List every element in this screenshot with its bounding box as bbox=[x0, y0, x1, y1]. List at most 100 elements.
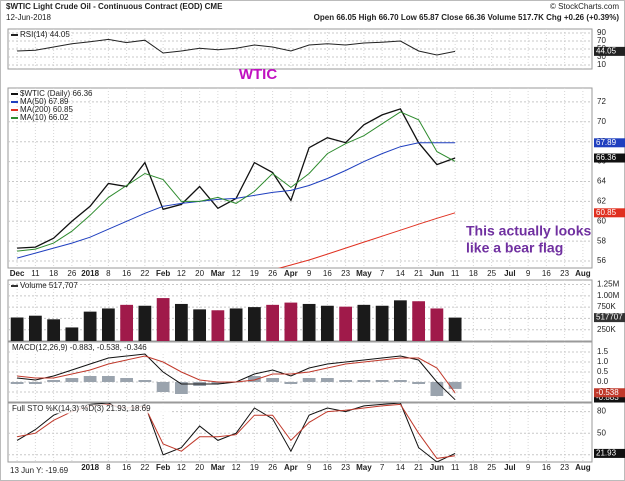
x-tick-label: Jun bbox=[430, 463, 444, 472]
y-tick-label: 70 bbox=[597, 36, 606, 45]
legend-text: Full STO %K(14,3) %D(3) 21.93, 18.69 bbox=[12, 404, 151, 413]
x-tick-label: 9 bbox=[526, 463, 531, 472]
series-line bbox=[17, 355, 456, 394]
x-tick-label: 12 bbox=[177, 463, 186, 472]
x-tick-label: 12 bbox=[232, 463, 241, 472]
x-tick-label: 23 bbox=[560, 463, 569, 472]
histogram-bar bbox=[83, 376, 97, 382]
volume-bar bbox=[156, 298, 170, 341]
y-tick-label: 60 bbox=[597, 216, 606, 225]
legend-text: $WTIC (Daily) 66.36 bbox=[20, 89, 93, 98]
x-tick-label: 9 bbox=[526, 269, 531, 278]
histogram-bar bbox=[448, 382, 462, 389]
x-tick-label: 16 bbox=[323, 269, 332, 278]
y-tick-label: 250K bbox=[597, 325, 616, 334]
x-tick-label: 22 bbox=[140, 463, 149, 472]
value-label-box bbox=[594, 46, 625, 56]
histogram-bar bbox=[28, 382, 42, 384]
volume-bar bbox=[448, 317, 462, 341]
legend-text: MACD(12,26,9) -0.883, -0.538, -0.346 bbox=[12, 343, 147, 352]
x-tick-label: 9 bbox=[307, 269, 312, 278]
volume-bar bbox=[10, 317, 24, 341]
x-tick-label: 2018 bbox=[81, 269, 99, 278]
header-title: $WTIC Light Crude Oil - Continuous Contr… bbox=[6, 2, 223, 11]
value-label-box bbox=[594, 138, 625, 148]
value-label: 60.85 bbox=[596, 208, 617, 217]
plot-area bbox=[10, 353, 462, 401]
x-tick-label: Jul bbox=[504, 269, 516, 278]
x-tick-label: 20 bbox=[195, 463, 204, 472]
panel bbox=[7, 87, 593, 269]
histogram-bar bbox=[247, 376, 261, 382]
volume-bar bbox=[412, 301, 426, 341]
x-tick-label: 7 bbox=[380, 463, 385, 472]
histogram-bar bbox=[138, 380, 152, 382]
value-label: -0.538 bbox=[596, 388, 619, 397]
x-tick-label: 26 bbox=[268, 269, 277, 278]
histogram-bar bbox=[174, 382, 188, 394]
y-tick-label: 50 bbox=[597, 428, 606, 437]
histogram-bar bbox=[302, 378, 316, 382]
volume-bar bbox=[284, 302, 298, 341]
y-tick-label: 56 bbox=[597, 256, 606, 265]
histogram-bar bbox=[266, 378, 280, 382]
histogram-bar bbox=[156, 382, 170, 392]
x-tick-label: Apr bbox=[284, 269, 298, 278]
x-tick-label: 16 bbox=[122, 269, 131, 278]
quote: Open 66.05 High 66.70 Low 65.87 Close 66… bbox=[314, 13, 620, 22]
volume-bar bbox=[229, 308, 243, 341]
x-tick-label: 21 bbox=[414, 463, 423, 472]
histogram-bar bbox=[375, 380, 389, 382]
value-label: 44.05 bbox=[596, 46, 617, 55]
legend-text: Volume 517,707 bbox=[20, 281, 78, 290]
volume-bar bbox=[47, 319, 61, 341]
x-tick-label: 16 bbox=[323, 463, 332, 472]
volume-bar bbox=[430, 308, 444, 341]
x-tick-label: 18 bbox=[49, 269, 58, 278]
x-tick-label: 23 bbox=[341, 463, 350, 472]
x-tick-label: Mar bbox=[211, 463, 225, 472]
plot-area bbox=[17, 38, 456, 56]
histogram-bar bbox=[430, 382, 444, 396]
value-label-box bbox=[594, 393, 625, 403]
histogram-bar bbox=[393, 380, 407, 382]
x-tick-label: 14 bbox=[396, 269, 405, 278]
x-tick-label: 16 bbox=[542, 269, 551, 278]
y-tick-label: 58 bbox=[597, 236, 606, 245]
y-tick-label: 1.0 bbox=[597, 357, 609, 366]
series-line bbox=[16, 142, 456, 259]
x-tick-label: 23 bbox=[560, 269, 569, 278]
x-tick-label: 20 bbox=[195, 269, 204, 278]
y-tick-label: 1.25M bbox=[597, 280, 620, 289]
x-tick-label: 18 bbox=[469, 269, 478, 278]
x-tick-label: Feb bbox=[156, 463, 170, 472]
x-tick-label: May bbox=[356, 463, 372, 472]
volume-bar bbox=[393, 300, 407, 341]
legend-text: MA(10) 66.02 bbox=[20, 113, 69, 122]
y-tick-label: 1.5 bbox=[597, 347, 609, 356]
y-tick-label: 70 bbox=[597, 117, 606, 126]
x-tick-label: Apr bbox=[284, 463, 298, 472]
y-tick-label: 0.0 bbox=[597, 377, 609, 386]
series-line bbox=[17, 111, 456, 252]
volume-bar bbox=[101, 308, 115, 341]
legend-text: MA(200) 60.85 bbox=[20, 105, 73, 114]
y-tick-label: 80 bbox=[597, 407, 606, 416]
x-tick-label: Jun bbox=[430, 269, 444, 278]
x-tick-label: Aug bbox=[575, 269, 591, 278]
x-tick-label: 8 bbox=[106, 463, 111, 472]
y-tick-label: 64 bbox=[597, 177, 606, 186]
volume-bar bbox=[266, 304, 280, 341]
y-tick-label: 750K bbox=[597, 302, 616, 311]
x-tick-label: 11 bbox=[31, 269, 40, 278]
series-line bbox=[278, 212, 456, 268]
header-date: 12-Jun-2018 bbox=[6, 13, 51, 22]
value-label: 67.89 bbox=[596, 138, 617, 147]
histogram-bar bbox=[284, 382, 298, 384]
volume-bar bbox=[28, 315, 42, 341]
x-tick-label: 26 bbox=[268, 463, 277, 472]
series-line bbox=[16, 403, 456, 462]
x-tick-label: 21 bbox=[414, 269, 423, 278]
legend-text: RSI(14) 44.05 bbox=[20, 30, 70, 39]
